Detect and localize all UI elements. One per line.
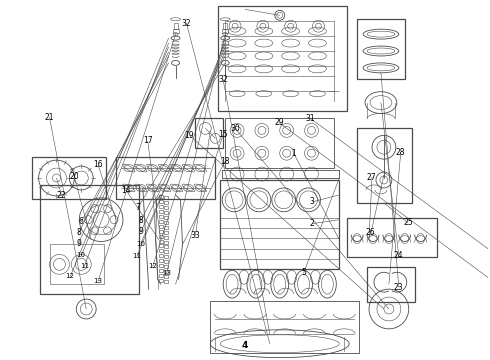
Text: 23: 23 xyxy=(393,283,403,292)
Bar xyxy=(159,200,163,203)
Bar xyxy=(222,29,228,33)
Bar xyxy=(159,244,163,247)
Bar xyxy=(164,201,168,204)
Bar xyxy=(196,118,223,148)
Bar xyxy=(159,225,163,228)
Text: 24: 24 xyxy=(393,251,403,260)
Text: 1: 1 xyxy=(291,149,296,158)
Text: 10: 10 xyxy=(136,240,145,247)
Bar xyxy=(159,205,163,208)
Text: 13: 13 xyxy=(162,270,171,276)
Text: 10: 10 xyxy=(76,252,86,258)
Text: 11: 11 xyxy=(80,264,89,269)
Bar xyxy=(164,206,168,209)
Bar xyxy=(159,215,163,218)
Bar xyxy=(32,157,106,199)
Bar xyxy=(357,129,412,203)
Bar xyxy=(159,249,163,252)
Text: 18: 18 xyxy=(220,157,229,166)
Text: 15: 15 xyxy=(219,130,228,139)
Bar xyxy=(367,267,415,302)
Text: 26: 26 xyxy=(366,228,375,237)
Bar xyxy=(159,239,163,243)
Text: 13: 13 xyxy=(93,278,102,284)
Bar xyxy=(164,260,168,264)
Bar xyxy=(357,19,405,79)
Bar xyxy=(49,244,104,284)
Bar xyxy=(164,280,168,283)
Text: 12: 12 xyxy=(148,264,157,269)
Text: 5: 5 xyxy=(301,268,306,277)
Bar xyxy=(218,6,347,111)
Text: 8: 8 xyxy=(138,216,143,225)
Bar xyxy=(164,221,168,224)
Bar xyxy=(347,218,437,257)
Text: 8: 8 xyxy=(76,228,81,237)
Text: 28: 28 xyxy=(396,148,405,157)
Text: 12: 12 xyxy=(66,273,74,279)
Bar xyxy=(159,255,163,257)
Text: 11: 11 xyxy=(133,253,142,259)
Text: 2: 2 xyxy=(309,220,314,229)
Text: 7: 7 xyxy=(136,203,141,212)
Text: 6: 6 xyxy=(79,217,84,226)
Text: 31: 31 xyxy=(306,114,316,123)
Text: 3: 3 xyxy=(309,197,314,206)
Text: 33: 33 xyxy=(191,231,200,240)
Bar xyxy=(225,118,334,168)
Text: 4: 4 xyxy=(242,341,248,350)
Bar xyxy=(172,29,178,33)
Bar xyxy=(164,251,168,253)
Bar xyxy=(159,260,163,262)
Text: 9: 9 xyxy=(138,227,143,236)
Bar xyxy=(210,301,359,353)
Text: 16: 16 xyxy=(94,161,103,170)
Text: 19: 19 xyxy=(184,131,194,140)
Bar xyxy=(159,195,163,198)
Text: 32: 32 xyxy=(182,19,192,28)
Bar xyxy=(164,246,168,248)
Text: 21: 21 xyxy=(44,113,54,122)
Bar xyxy=(164,211,168,214)
Text: 32: 32 xyxy=(219,75,228,84)
Bar xyxy=(164,265,168,268)
Bar xyxy=(223,23,227,29)
Text: 17: 17 xyxy=(143,136,152,145)
Bar xyxy=(164,216,168,219)
Text: 29: 29 xyxy=(274,118,284,127)
Bar xyxy=(40,185,139,294)
Bar xyxy=(159,230,163,233)
Bar xyxy=(116,157,215,199)
Text: 22: 22 xyxy=(56,190,66,199)
Bar xyxy=(164,235,168,239)
Bar xyxy=(164,196,168,199)
Bar xyxy=(159,264,163,267)
Text: 20: 20 xyxy=(69,172,79,181)
Bar xyxy=(164,275,168,278)
Bar xyxy=(220,180,339,269)
Bar xyxy=(164,240,168,243)
Bar xyxy=(159,269,163,272)
Bar xyxy=(159,210,163,213)
Bar xyxy=(164,226,168,229)
Bar xyxy=(164,270,168,273)
Bar xyxy=(164,231,168,234)
Bar xyxy=(159,279,163,282)
Text: 14: 14 xyxy=(121,185,131,194)
Text: 30: 30 xyxy=(230,124,240,133)
Text: 25: 25 xyxy=(403,219,413,228)
Text: 9: 9 xyxy=(76,239,81,248)
Bar xyxy=(159,235,163,238)
Bar xyxy=(173,23,177,29)
Bar xyxy=(159,220,163,223)
Bar xyxy=(159,274,163,277)
Bar xyxy=(164,255,168,258)
Text: 27: 27 xyxy=(367,173,376,182)
